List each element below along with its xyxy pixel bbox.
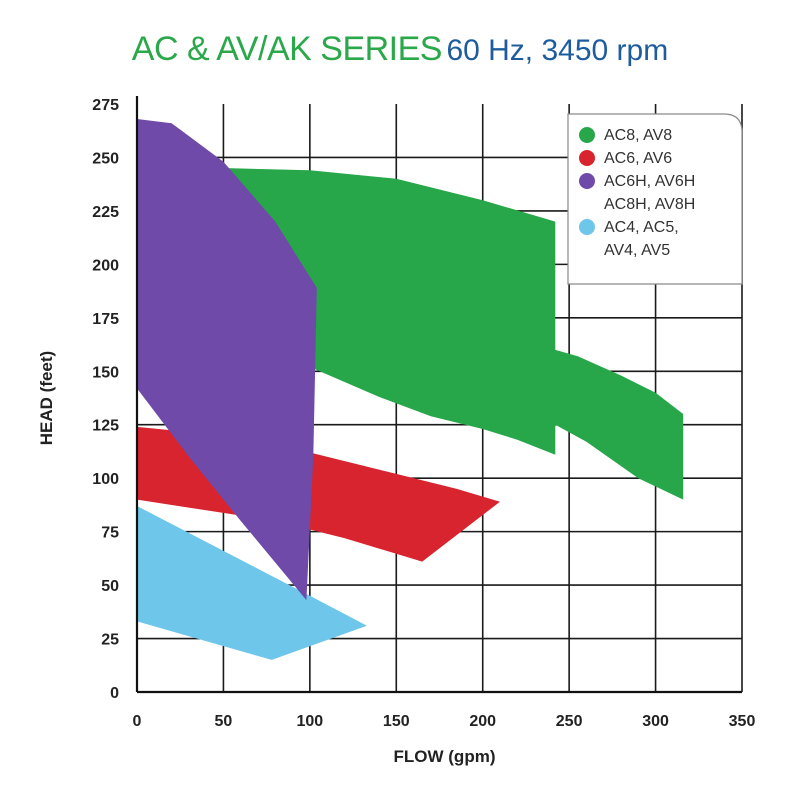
series-area xyxy=(226,168,684,500)
y-axis-label: HEAD (feet) xyxy=(37,351,56,445)
series-area xyxy=(137,506,367,660)
y-tick-label: 125 xyxy=(92,418,119,435)
chart-subtitle: 60 Hz, 3450 rpm xyxy=(446,34,669,67)
legend-swatch xyxy=(579,173,595,189)
x-tick-label: 350 xyxy=(729,713,756,730)
legend-entry-label: AV4, AV5 xyxy=(604,242,670,259)
y-tick-label: 150 xyxy=(92,364,119,381)
tick-label-layer: 0 50 100 150 200 250 300 350 0 25 50 75 100 125 150 175… xyxy=(92,97,755,730)
y-tick-label: 225 xyxy=(92,204,119,221)
legend-entry-label: AC6, AV6 xyxy=(604,150,672,167)
legend: AC8, AV8 AC6, AV6 AC6H, AV6H AC8H, AV8H AC4,… xyxy=(567,113,743,285)
x-axis-label: FLOW (gpm) xyxy=(394,747,496,766)
y-tick-label: 175 xyxy=(92,311,119,328)
axis-layer xyxy=(135,96,742,694)
legend-swatch xyxy=(579,150,595,166)
x-tick-label: 0 xyxy=(133,713,142,730)
y-tick-label: 275 xyxy=(92,97,119,114)
x-tick-label: 150 xyxy=(383,713,410,730)
x-tick-label: 100 xyxy=(297,713,324,730)
legend-entry-label: AC6H, AV6H xyxy=(604,173,695,190)
series-layer xyxy=(137,119,684,660)
x-tick-label: 50 xyxy=(215,713,233,730)
y-tick-label: 100 xyxy=(92,471,119,488)
y-tick-label: 75 xyxy=(101,525,119,542)
chart-title-series: AC & AV/AK SERIES xyxy=(131,30,443,68)
x-tick-label: 300 xyxy=(642,713,669,730)
y-tick-label: 25 xyxy=(101,632,119,649)
legend-entry-label: AC4, AC5, xyxy=(604,219,679,236)
y-tick-label: 250 xyxy=(92,150,119,167)
series-area xyxy=(137,119,317,601)
legend-swatch xyxy=(579,127,595,143)
x-tick-label: 200 xyxy=(469,713,496,730)
legend-entry-label: AC8, AV8 xyxy=(604,127,672,144)
legend-swatch xyxy=(579,219,595,235)
legend-entry-label: AC8H, AV8H xyxy=(604,196,695,213)
y-tick-label: 50 xyxy=(101,578,119,595)
x-tick-label: 250 xyxy=(556,713,583,730)
y-tick-label: 0 xyxy=(110,685,119,702)
legend-box xyxy=(567,113,743,285)
chart-title: AC & AV/AK SERIES 60 Hz, 3450 rpm xyxy=(0,30,800,69)
y-tick-label: 200 xyxy=(92,257,119,274)
